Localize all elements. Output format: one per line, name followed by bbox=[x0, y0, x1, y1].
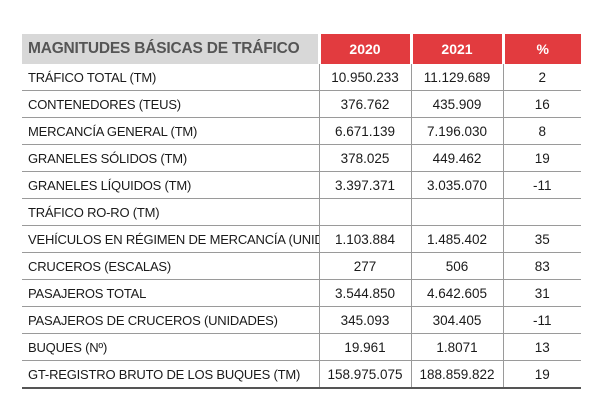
cell-percent: 8 bbox=[502, 117, 581, 145]
table-row: GT-REGISTRO BRUTO DE LOS BUQUES (TM) 158.… bbox=[22, 360, 581, 389]
row-label: GT-REGISTRO BRUTO DE LOS BUQUES (TM) bbox=[22, 360, 319, 389]
column-header-2021: 2021 bbox=[411, 34, 505, 64]
cell-percent: -11 bbox=[502, 306, 581, 334]
table-row: CONTENEDORES (TEUS) 376.762 435.909 16 bbox=[22, 90, 581, 118]
row-label: VEHÍCULOS EN RÉGIMEN DE MERCANCÍA (UNIDA… bbox=[22, 225, 319, 253]
table-header-row: MAGNITUDES BÁSICAS DE TRÁFICO 2020 2021 … bbox=[22, 34, 581, 64]
cell-2021: 11.129.689 bbox=[410, 64, 503, 91]
cell-percent: 83 bbox=[502, 252, 581, 280]
cell-2020: 277 bbox=[318, 252, 411, 280]
cell-2021: 435.909 bbox=[410, 90, 503, 118]
cell-2020: 3.397.371 bbox=[318, 171, 411, 199]
row-label: TRÁFICO TOTAL (TM) bbox=[22, 64, 319, 91]
cell-2020: 345.093 bbox=[318, 306, 411, 334]
row-label: CRUCEROS (ESCALAS) bbox=[22, 252, 319, 280]
cell-percent: 19 bbox=[502, 360, 581, 389]
cell-percent: 31 bbox=[502, 279, 581, 307]
row-label: PASAJEROS DE CRUCEROS (UNIDADES) bbox=[22, 306, 319, 334]
cell-percent: 16 bbox=[502, 90, 581, 118]
table-row: BUQUES (Nº) 19.961 1.8071 13 bbox=[22, 333, 581, 361]
cell-2020: 10.950.233 bbox=[318, 64, 411, 91]
column-header-percent: % bbox=[503, 34, 581, 64]
table-row: GRANELES SÓLIDOS (TM) 378.025 449.462 19 bbox=[22, 144, 581, 172]
cell-2021: 1.485.402 bbox=[410, 225, 503, 253]
table-row: PASAJEROS TOTAL 3.544.850 4.642.605 31 bbox=[22, 279, 581, 307]
table-title: MAGNITUDES BÁSICAS DE TRÁFICO bbox=[22, 34, 321, 64]
table-row: CRUCEROS (ESCALAS) 277 506 83 bbox=[22, 252, 581, 280]
row-label: PASAJEROS TOTAL bbox=[22, 279, 319, 307]
cell-2020: 378.025 bbox=[318, 144, 411, 172]
cell-2020: 376.762 bbox=[318, 90, 411, 118]
column-header-2020: 2020 bbox=[319, 34, 413, 64]
table-row: TRÁFICO RO-RO (TM) bbox=[22, 198, 581, 226]
cell-percent: 2 bbox=[502, 64, 581, 91]
row-label: MERCANCÍA GENERAL (TM) bbox=[22, 117, 319, 145]
cell-percent: 35 bbox=[502, 225, 581, 253]
cell-2021: 449.462 bbox=[410, 144, 503, 172]
cell-2021: 4.642.605 bbox=[410, 279, 503, 307]
row-label: GRANELES LÍQUIDOS (TM) bbox=[22, 171, 319, 199]
cell-2020: 3.544.850 bbox=[318, 279, 411, 307]
row-label: BUQUES (Nº) bbox=[22, 333, 319, 361]
cell-percent: 19 bbox=[502, 144, 581, 172]
table-row: VEHÍCULOS EN RÉGIMEN DE MERCANCÍA (UNIDA… bbox=[22, 225, 581, 253]
cell-percent: 13 bbox=[502, 333, 581, 361]
cell-2021: 7.196.030 bbox=[410, 117, 503, 145]
cell-2021: 304.405 bbox=[410, 306, 503, 334]
cell-2021: 188.859.822 bbox=[410, 360, 503, 389]
table-row: GRANELES LÍQUIDOS (TM) 3.397.371 3.035.070… bbox=[22, 171, 581, 199]
table-row: PASAJEROS DE CRUCEROS (UNIDADES) 345.093 3… bbox=[22, 306, 581, 334]
cell-2020: 1.103.884 bbox=[318, 225, 411, 253]
cell-2020: 158.975.075 bbox=[318, 360, 411, 389]
cell-2021: 506 bbox=[410, 252, 503, 280]
cell-2020: 6.671.139 bbox=[318, 117, 411, 145]
cell-2021: 1.8071 bbox=[410, 333, 503, 361]
table-row: MERCANCÍA GENERAL (TM) 6.671.139 7.196.030… bbox=[22, 117, 581, 145]
table-body: TRÁFICO TOTAL (TM) 10.950.233 11.129.689 2 C… bbox=[22, 64, 581, 389]
traffic-table-container: MAGNITUDES BÁSICAS DE TRÁFICO 2020 2021 … bbox=[22, 34, 581, 389]
table-row: TRÁFICO TOTAL (TM) 10.950.233 11.129.689 2 bbox=[22, 64, 581, 91]
row-label: TRÁFICO RO-RO (TM) bbox=[22, 198, 319, 226]
row-label: GRANELES SÓLIDOS (TM) bbox=[22, 144, 319, 172]
traffic-magnitudes-table: MAGNITUDES BÁSICAS DE TRÁFICO 2020 2021 … bbox=[22, 34, 581, 389]
row-label: CONTENEDORES (TEUS) bbox=[22, 90, 319, 118]
cell-2021: 3.035.070 bbox=[410, 171, 503, 199]
cell-percent: -11 bbox=[502, 171, 581, 199]
cell-percent bbox=[502, 198, 581, 226]
cell-2021 bbox=[410, 198, 503, 226]
cell-2020 bbox=[318, 198, 411, 226]
cell-2020: 19.961 bbox=[318, 333, 411, 361]
